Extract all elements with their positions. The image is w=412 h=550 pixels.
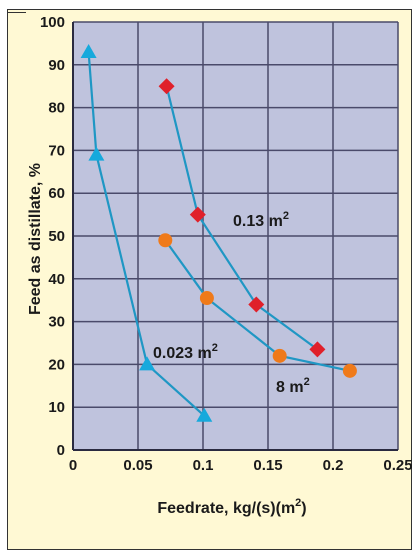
corner-rule [8,12,26,13]
tick-labels: 0 0.05 0.1 0.15 0.2 0.25 0 10 20 30 40 50 60 70 80 90 10… [40,14,412,474]
y-tick-label: 40 [48,271,65,288]
y-tick-label: 20 [48,356,65,373]
series-line [165,85,319,351]
diamond-marker [189,206,206,223]
x-tick-label: 0.2 [323,457,344,474]
triangle-marker [139,356,156,371]
circle-marker [199,291,214,306]
axes [72,22,398,451]
y-tick-label: 70 [48,142,65,159]
series-labels: 0.023 m2 0.13 m2 8 m2 [153,210,310,396]
x-tick-label: 0.05 [123,457,152,474]
y-tick-label: 60 [48,185,65,202]
circle-marker [272,348,287,363]
diamond-marker [248,296,265,313]
series-label: 0.13 m2 [233,210,289,230]
series-lines [87,51,351,417]
series-line [164,239,351,372]
diamond-marker [158,78,175,95]
series-line [87,51,206,417]
x-axis-title: Feedrate, kg/(s)(m2) [157,497,306,517]
y-tick-label: 50 [48,228,65,245]
y-tick-label: 80 [48,100,65,117]
y-tick-label: 90 [48,57,65,74]
triangle-marker [88,146,105,161]
circle-marker [158,233,173,248]
triangle-marker [196,407,213,422]
y-tick-label: 30 [48,314,65,331]
y-tick-label: 0 [57,442,65,459]
x-tick-label: 0.1 [193,457,214,474]
y-tick-label: 10 [48,399,65,416]
x-tick-label: 0 [69,457,77,474]
y-tick-label: 100 [40,14,65,31]
x-tick-label: 0.25 [383,457,412,474]
series-label: 8 m2 [276,376,310,396]
x-tick-label: 0.15 [253,457,282,474]
triangle-marker [80,43,97,58]
diamond-marker [309,341,326,358]
circle-marker [342,363,357,378]
grid [73,21,399,450]
series-label: 0.023 m2 [153,342,218,362]
series-markers [80,43,357,422]
y-axis-title: Feed as distillate, % [27,163,44,315]
